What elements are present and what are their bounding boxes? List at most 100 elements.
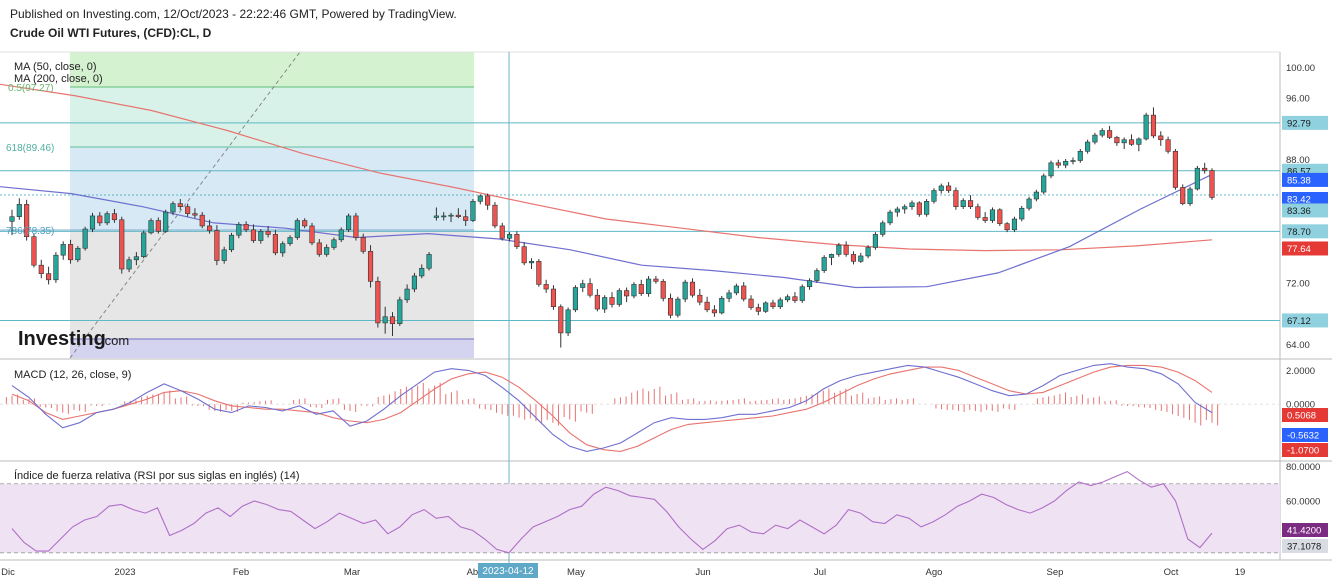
candle-body [309, 225, 315, 244]
candle [1070, 157, 1076, 165]
candle-body [989, 209, 996, 221]
price-badge-text: 86.57 [1287, 166, 1311, 177]
candle-body [280, 243, 286, 254]
candle-body [46, 273, 52, 281]
candle-body [755, 307, 761, 312]
time-tick-label: Abr [467, 567, 482, 578]
price-badge: 85.38 [1282, 172, 1328, 187]
macd-plot [0, 363, 1280, 452]
candle [697, 289, 703, 306]
candle [302, 218, 308, 229]
candle-body [902, 206, 908, 210]
candle [272, 229, 278, 256]
candle-body [206, 225, 213, 231]
price-badge-bg [1282, 241, 1328, 256]
candle [624, 287, 630, 303]
candle [1165, 136, 1171, 154]
candle [148, 218, 154, 235]
candle [689, 278, 696, 298]
price-badge-bg [1282, 224, 1328, 239]
candle [419, 264, 425, 279]
candle [982, 212, 988, 223]
ma50-legend: MA (50, close, 0) [14, 61, 97, 73]
candle-body [587, 283, 593, 296]
candle [170, 201, 176, 216]
candle-body [1121, 139, 1127, 144]
candle [682, 279, 688, 303]
rsi-badge-text: 37.1078 [1287, 542, 1321, 553]
candle [953, 187, 959, 210]
time-tick-label: Sep [1047, 567, 1064, 578]
price-badge-text: 92.79 [1287, 118, 1311, 129]
candle-body [170, 203, 176, 213]
candle [9, 209, 15, 236]
macd-badge-bg [1282, 443, 1328, 457]
pane-frames [0, 51, 1332, 561]
candle-body [16, 204, 22, 217]
candle [909, 200, 915, 210]
candle-body [1085, 141, 1091, 152]
candle-body [258, 231, 264, 241]
candle-body [938, 185, 944, 191]
candle-body [1106, 130, 1113, 138]
candle [880, 220, 886, 237]
candle-body [726, 292, 732, 299]
candle [353, 212, 359, 241]
candle-body [660, 281, 666, 299]
candle [1019, 205, 1025, 222]
candle-body [550, 288, 557, 308]
candle-body [763, 302, 769, 312]
candle-body [38, 264, 44, 274]
macd-badge-text: 0.5068 [1287, 411, 1316, 422]
price-tick-label: 88.00 [1286, 155, 1310, 166]
time-tick-label: Feb [233, 567, 249, 578]
macd-badge-text: -1.0700 [1287, 446, 1319, 457]
candle-body [111, 213, 118, 221]
candle-body [543, 284, 549, 290]
candle-body [1172, 150, 1178, 188]
candle-body [689, 281, 696, 296]
candle-body [631, 284, 637, 297]
candle [1063, 158, 1069, 169]
candle [1092, 132, 1098, 145]
candle-body [1063, 160, 1069, 166]
candle [1180, 184, 1186, 206]
candle [975, 203, 981, 220]
candle [1209, 168, 1215, 200]
crosshair-date-badge [478, 563, 538, 578]
candle [1136, 137, 1142, 152]
candle-body [982, 217, 988, 221]
candle-body [433, 215, 439, 218]
price-tick-label: 96.00 [1286, 94, 1310, 105]
candle-body [397, 299, 403, 324]
candle [82, 226, 88, 251]
candle [1077, 148, 1083, 163]
candle [104, 211, 110, 226]
price-badge: 83.42 [1282, 191, 1328, 206]
candle-body [60, 244, 66, 256]
candle-body [1099, 130, 1105, 136]
candle-body [75, 247, 81, 261]
candle [587, 278, 593, 298]
candle [185, 203, 191, 217]
candle [924, 198, 930, 217]
candle [894, 206, 900, 217]
candle [565, 307, 571, 336]
time-tick-label: 2023 [114, 567, 135, 578]
candle-body [909, 202, 915, 207]
candle [916, 201, 922, 217]
candle [836, 242, 842, 257]
candle [258, 229, 264, 244]
candle-body [243, 224, 249, 231]
candle [733, 283, 739, 296]
candle [250, 224, 257, 243]
time-tick-label: Jul [814, 567, 826, 578]
candle [53, 252, 59, 283]
candle-body [858, 255, 864, 262]
candle-body [1041, 175, 1047, 193]
macd-tick-label: 0.0000 [1286, 400, 1315, 411]
candle-body [814, 270, 820, 281]
candle [550, 285, 557, 310]
